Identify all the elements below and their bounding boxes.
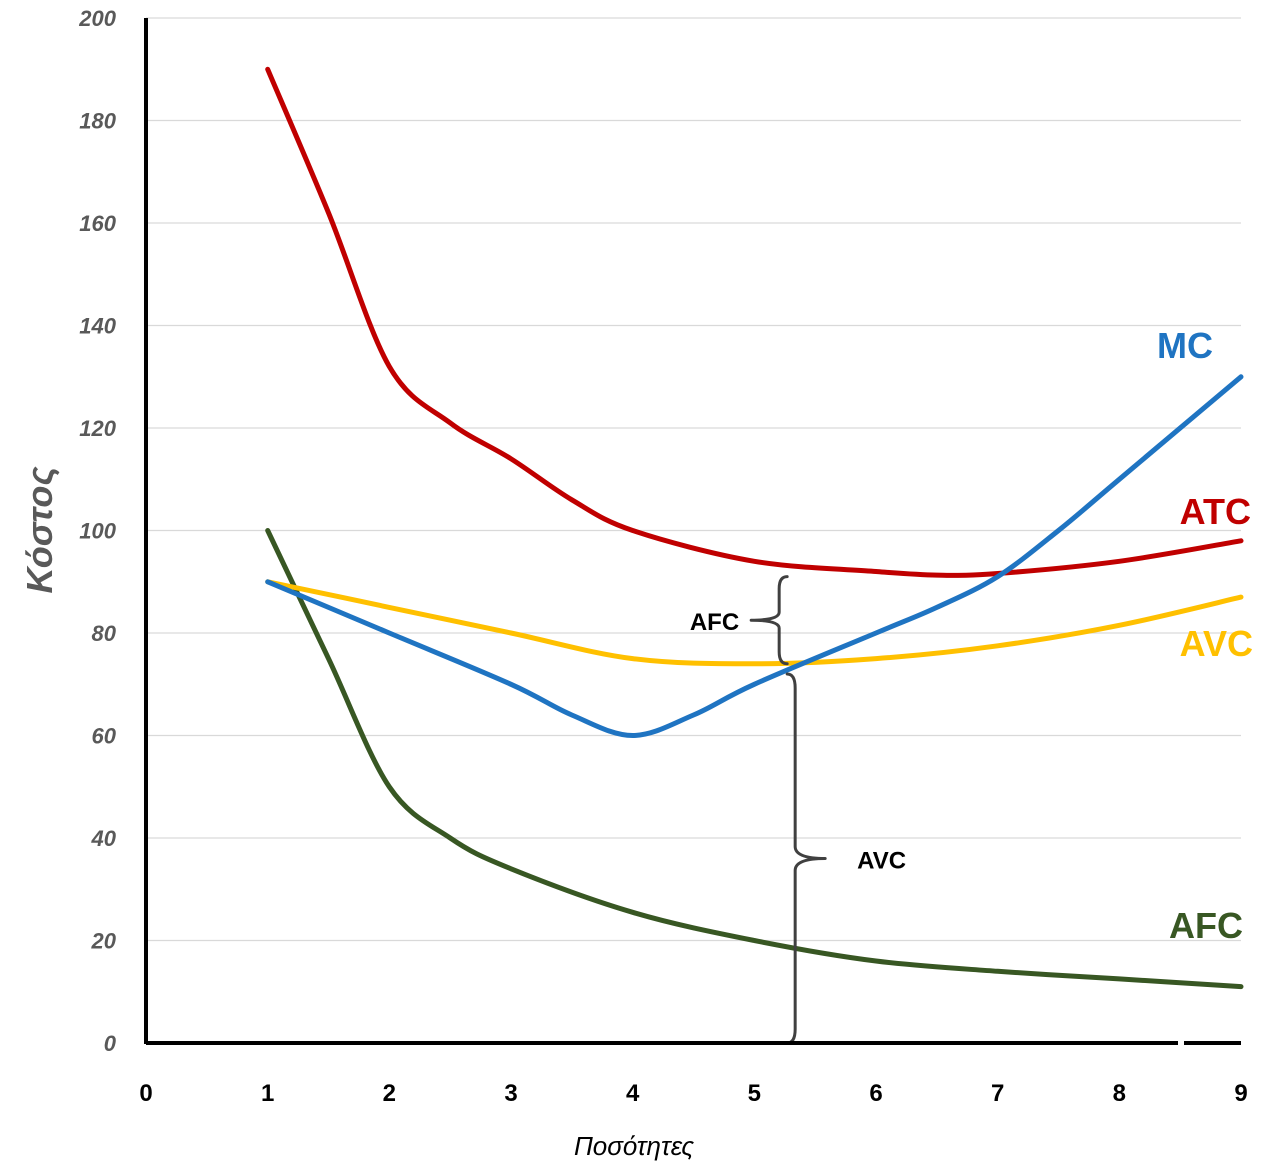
y-tick-label: 160 bbox=[79, 211, 116, 236]
y-axis-label: Κόστος bbox=[19, 466, 60, 594]
axes bbox=[144, 18, 1241, 1045]
tick-labels: 0 20 40 60 80 100 120 140 160 180 200 0 1 2 3 4 5 6 7 8 9 bbox=[78, 6, 1247, 1107]
y-tick-label: 40 bbox=[91, 826, 117, 851]
x-tick-label: 3 bbox=[504, 1080, 517, 1107]
x-tick-label: 2 bbox=[383, 1080, 396, 1107]
y-tick-label: 120 bbox=[79, 416, 116, 441]
y-tick-label: 140 bbox=[79, 314, 116, 339]
x-tick-label: 0 bbox=[139, 1080, 152, 1107]
brace-avc bbox=[785, 672, 827, 1045]
x-tick-label: 4 bbox=[626, 1080, 640, 1107]
series-label-afc: AFC bbox=[1169, 905, 1243, 946]
annotation-label-afc: AFC bbox=[690, 609, 739, 636]
series-label-atc: ATC bbox=[1180, 491, 1251, 532]
x-tick-label: 9 bbox=[1234, 1080, 1247, 1107]
x-tick-label: 5 bbox=[748, 1080, 761, 1107]
x-tick-label: 7 bbox=[991, 1080, 1004, 1107]
x-tick-label: 8 bbox=[1113, 1080, 1126, 1107]
y-tick-label: 20 bbox=[91, 929, 117, 954]
annotations: AFC AVC bbox=[690, 575, 906, 1045]
annotation-label-avc: AVC bbox=[857, 848, 906, 875]
series-label-mc: MC bbox=[1157, 325, 1213, 366]
series-label-avc: AVC bbox=[1180, 623, 1253, 664]
gridlines bbox=[146, 17, 1241, 942]
x-axis-label: Ποσότητες bbox=[574, 1131, 694, 1161]
series-line-avc bbox=[265, 579, 1244, 667]
series-line-mc bbox=[265, 374, 1244, 738]
series-line-atc bbox=[265, 66, 1244, 578]
y-tick-label: 200 bbox=[78, 6, 116, 31]
y-tick-label: 100 bbox=[79, 519, 116, 544]
series-line-afc bbox=[265, 528, 1244, 990]
y-tick-label: 0 bbox=[104, 1031, 117, 1056]
brace-afc bbox=[749, 575, 789, 666]
y-tick-label: 180 bbox=[79, 109, 116, 134]
y-tick-label: 60 bbox=[92, 724, 117, 749]
x-tick-label: 1 bbox=[261, 1080, 274, 1107]
y-tick-label: 80 bbox=[92, 621, 117, 646]
x-tick-label: 6 bbox=[869, 1080, 882, 1107]
series-lines: MC ATC AVC AFC bbox=[265, 66, 1253, 990]
